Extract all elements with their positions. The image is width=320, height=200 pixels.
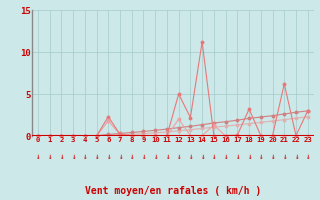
Text: ↓: ↓ <box>59 152 64 161</box>
Text: ↓: ↓ <box>47 152 52 161</box>
Text: ↓: ↓ <box>141 152 146 161</box>
Text: ↓: ↓ <box>282 152 287 161</box>
Text: ↓: ↓ <box>164 152 169 161</box>
Text: ↓: ↓ <box>259 152 263 161</box>
Text: ↓: ↓ <box>36 152 40 161</box>
Text: ↓: ↓ <box>270 152 275 161</box>
Text: ↓: ↓ <box>200 152 204 161</box>
Text: ↓: ↓ <box>247 152 252 161</box>
Text: ↓: ↓ <box>83 152 87 161</box>
Text: ↓: ↓ <box>153 152 157 161</box>
Text: ↓: ↓ <box>294 152 298 161</box>
Text: ↓: ↓ <box>223 152 228 161</box>
Text: ↓: ↓ <box>305 152 310 161</box>
Text: ↓: ↓ <box>94 152 99 161</box>
Text: Vent moyen/en rafales ( km/h ): Vent moyen/en rafales ( km/h ) <box>85 186 261 196</box>
Text: ↓: ↓ <box>235 152 240 161</box>
Text: ↓: ↓ <box>212 152 216 161</box>
Text: ↓: ↓ <box>118 152 122 161</box>
Text: ↓: ↓ <box>188 152 193 161</box>
Text: ↓: ↓ <box>106 152 111 161</box>
Text: ↓: ↓ <box>129 152 134 161</box>
Text: ↓: ↓ <box>71 152 76 161</box>
Text: ↓: ↓ <box>176 152 181 161</box>
